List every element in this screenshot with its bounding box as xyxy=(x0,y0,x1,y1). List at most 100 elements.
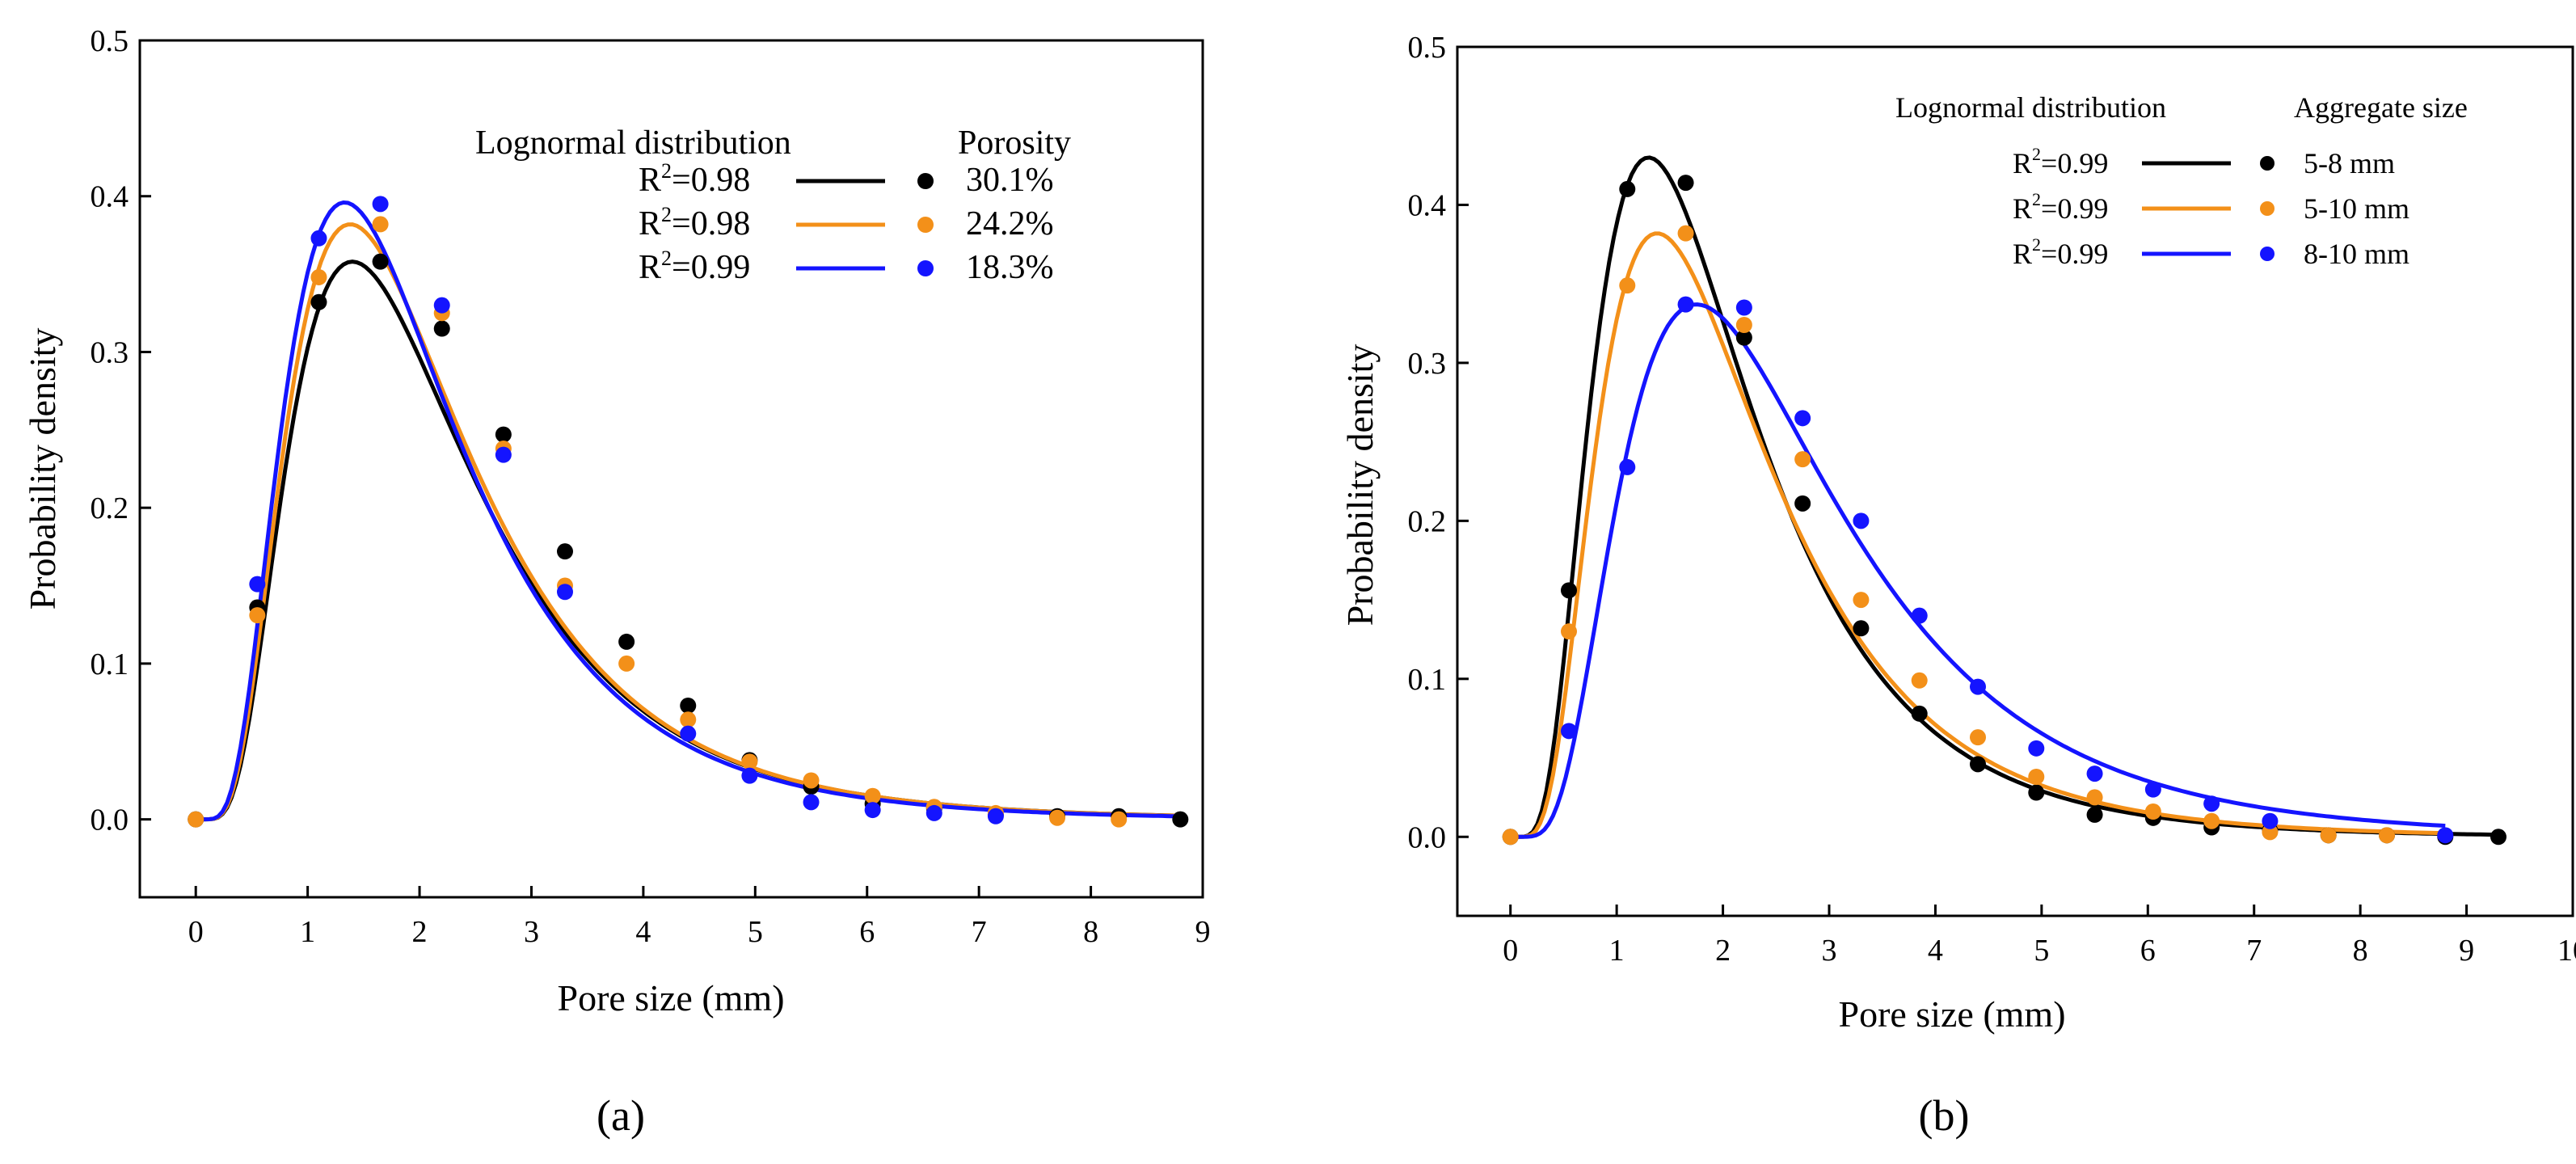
x-tick-label: 3 xyxy=(1822,934,1837,968)
data-point-series-3 xyxy=(1853,512,1870,529)
panel-a-plot-frame xyxy=(138,39,1204,899)
y-tick-label: 0.1 xyxy=(91,647,129,681)
data-point-series-2 xyxy=(1735,317,1752,333)
legend-point-swatch xyxy=(917,260,934,276)
x-tick-label: 8 xyxy=(2353,934,2368,968)
data-point-series-2 xyxy=(2320,827,2337,844)
data-point-series-1 xyxy=(1794,495,1811,512)
fit-curve-2 xyxy=(1510,231,2446,839)
x-tick-label: 10 xyxy=(2557,934,2576,968)
panel-b-legend: Lognormal distribution Aggregate size R2… xyxy=(1895,91,2468,270)
data-point-series-1 xyxy=(1172,811,1189,828)
data-point-series-1 xyxy=(372,253,389,270)
x-tick-label: 7 xyxy=(972,915,987,949)
panel-b-legend-title-fit: Lognormal distribution xyxy=(1895,91,2166,124)
legend-r2-label: R2=0.98 xyxy=(639,159,750,199)
data-point-series-1 xyxy=(2028,784,2045,801)
y-tick-label: 0.3 xyxy=(1408,347,1447,381)
x-tick-label: 7 xyxy=(2246,934,2262,968)
panel-a-x-ticks: 0 1 2 3 4 5 6 7 8 9 xyxy=(188,886,1211,949)
legend-series-label: 5-10 mm xyxy=(2304,192,2409,225)
x-tick-label: 4 xyxy=(635,915,651,949)
data-point-series-2 xyxy=(1794,451,1811,468)
data-point-series-1 xyxy=(310,293,327,310)
panel-a-legend-rows: R2=0.98 30.1% R2=0.98 24.2% R2=0.99 18.3% xyxy=(639,159,1054,286)
x-tick-label: 4 xyxy=(1928,934,1943,968)
y-tick-label: 0.2 xyxy=(91,491,129,525)
data-point-series-1 xyxy=(1735,329,1752,346)
panel-a-legend: Lognormal distribution Porosity R2=0.98 3… xyxy=(475,124,1071,286)
data-point-series-3 xyxy=(1677,296,1694,313)
data-point-series-2 xyxy=(1970,729,1986,746)
data-point-series-3 xyxy=(1911,607,1928,624)
panel-a-x-axis-label: Pore size (mm) xyxy=(557,977,784,1018)
data-point-series-2 xyxy=(2144,803,2161,820)
data-point-series-2 xyxy=(249,607,266,624)
data-point-series-2 xyxy=(1502,829,1519,846)
legend-r2-label: R2=0.99 xyxy=(639,247,750,286)
data-point-series-1 xyxy=(1853,620,1870,637)
panel-a-legend-title-points: Porosity xyxy=(958,124,1071,162)
data-point-series-3 xyxy=(495,446,512,463)
data-point-series-3 xyxy=(2028,740,2045,757)
x-tick-label: 2 xyxy=(412,915,428,949)
data-point-series-3 xyxy=(1619,458,1636,475)
panel-a-label: (a) xyxy=(597,1091,645,1140)
legend-series-label: 18.3% xyxy=(966,249,1054,286)
data-point-series-3 xyxy=(2437,827,2454,844)
legend-series-label: 30.1% xyxy=(966,162,1054,199)
data-point-series-2 xyxy=(741,753,758,770)
data-point-series-2 xyxy=(1911,672,1928,689)
data-point-series-2 xyxy=(2379,827,2395,844)
legend-point-swatch xyxy=(2260,247,2275,261)
x-tick-label: 3 xyxy=(524,915,539,949)
data-point-series-2 xyxy=(1049,809,1066,826)
data-point-series-2 xyxy=(372,216,389,233)
data-point-series-1 xyxy=(2490,829,2506,846)
data-point-series-1 xyxy=(557,543,573,560)
x-tick-label: 2 xyxy=(1715,934,1731,968)
data-point-series-2 xyxy=(864,787,881,804)
panel-b-legend-rows: R2=0.99 5-8 mm R2=0.99 5-10 mm R2=0.99 8-10 m… xyxy=(2013,144,2409,270)
data-point-series-1 xyxy=(495,426,512,443)
panel-b-data-points xyxy=(1502,175,2506,846)
data-point-series-1 xyxy=(1677,175,1694,192)
x-tick-label: 1 xyxy=(1609,934,1625,968)
data-point-series-2 xyxy=(680,711,697,728)
y-tick-label: 0.2 xyxy=(1408,504,1447,538)
panel-b-label: (b) xyxy=(1919,1091,1970,1140)
panel-b-x-ticks: 0 1 2 3 4 5 6 7 8 9 10 xyxy=(1503,905,2576,968)
x-tick-label: 0 xyxy=(188,915,204,949)
legend-series-label: 5-8 mm xyxy=(2304,147,2395,179)
data-point-series-3 xyxy=(2086,765,2103,782)
data-point-series-2 xyxy=(803,772,820,789)
data-point-series-2 xyxy=(2028,769,2045,785)
data-point-series-2 xyxy=(1677,225,1694,242)
legend-point-swatch xyxy=(2260,156,2275,171)
data-point-series-3 xyxy=(1735,299,1752,316)
data-point-series-2 xyxy=(1111,811,1128,828)
legend-r2-label: R2=0.99 xyxy=(2013,234,2108,270)
x-tick-label: 6 xyxy=(859,915,875,949)
data-point-series-3 xyxy=(680,725,697,742)
data-point-series-2 xyxy=(1853,592,1870,609)
x-tick-label: 8 xyxy=(1083,915,1098,949)
panel-a-y-ticks: 0.0 0.1 0.2 0.3 0.4 0.5 xyxy=(91,24,151,837)
data-point-series-3 xyxy=(987,808,1004,824)
x-tick-label: 5 xyxy=(2034,934,2049,968)
data-point-series-2 xyxy=(618,655,635,672)
data-point-series-3 xyxy=(2203,795,2220,812)
x-tick-label: 9 xyxy=(2459,934,2474,968)
data-point-series-3 xyxy=(310,230,327,247)
panel-a-y-axis-label: Probability density xyxy=(22,328,63,610)
data-point-series-3 xyxy=(249,576,266,593)
panel-b-x-axis-label: Pore size (mm) xyxy=(1838,993,2065,1035)
legend-series-label: 8-10 mm xyxy=(2304,238,2409,270)
data-point-series-3 xyxy=(1561,723,1577,740)
data-point-series-1 xyxy=(680,697,697,714)
data-point-series-2 xyxy=(2203,812,2220,829)
x-tick-label: 5 xyxy=(748,915,763,949)
panel-b-y-ticks: 0.0 0.1 0.2 0.3 0.4 0.5 xyxy=(1408,31,1469,854)
data-point-series-2 xyxy=(1619,277,1636,294)
legend-r2-label: R2=0.99 xyxy=(2013,144,2108,179)
